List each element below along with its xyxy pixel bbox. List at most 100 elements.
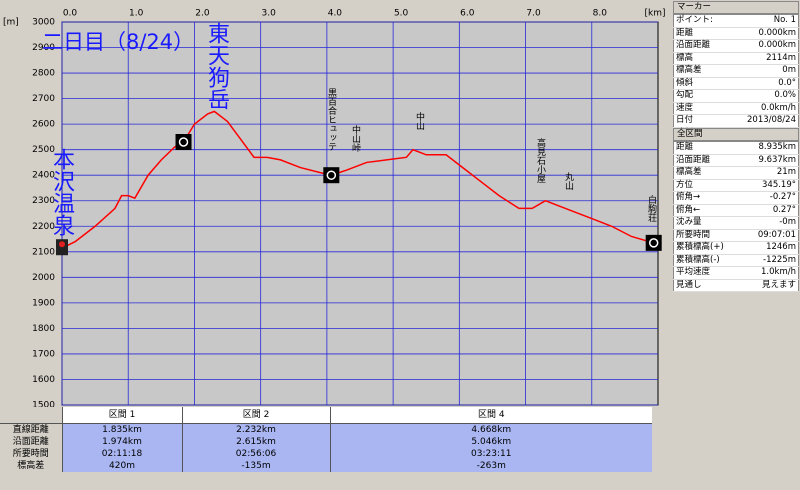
panel-row: 距離 0.000km	[673, 27, 799, 40]
panel-row: 累積標高(-) -1225m	[673, 254, 799, 267]
panel-value: 0.0%	[728, 89, 799, 103]
panel-value: 0.000km	[728, 39, 799, 53]
y-tick-label: 3000	[32, 18, 55, 28]
panel-row: 沿面距離 0.000km	[673, 39, 799, 53]
panel-label: 所要時間	[673, 229, 743, 242]
panel-row: 所要時間 09:07:01	[673, 229, 799, 242]
x-tick-label: 4.0	[328, 9, 343, 19]
place-label: 東天狗岳	[204, 22, 229, 110]
panel-label: 日付	[673, 114, 728, 128]
waypoint-marker	[323, 167, 340, 184]
panel-label: 俯角←	[673, 204, 743, 217]
x-tick-label: 3.0	[262, 9, 277, 19]
panel-value: 0m	[728, 64, 799, 78]
y-tick-label: 2400	[32, 171, 55, 181]
y-unit: [m]	[3, 18, 19, 28]
panel-row: 標高差 0m	[673, 64, 799, 78]
panel-label: 距離	[673, 141, 743, 155]
place-label: 本沢温泉	[49, 148, 74, 236]
section-value: 4.668km	[329, 423, 652, 436]
panel-value: 9.637km	[742, 154, 799, 167]
panel-row: 日付 2013/08/24	[673, 114, 799, 128]
x-tick-label: 1.0	[129, 9, 144, 19]
row-label: 標高差	[0, 460, 62, 472]
y-tick-label: 1900	[32, 298, 55, 308]
panel-label: 累積標高(-)	[673, 254, 743, 267]
section-value: 02:11:18	[61, 448, 182, 460]
panel-label: 沿面距離	[673, 39, 728, 53]
place-label: 高見石小屋	[535, 138, 545, 183]
place-label: 丸山	[563, 172, 573, 190]
header-row: 区間 1 区間 2 区間 4	[0, 407, 652, 424]
panel-label: 平均速度	[673, 266, 743, 280]
waypoint-box	[645, 234, 662, 251]
row-label: 直線距離	[0, 423, 62, 436]
section-row: 直線距離 1.835km 2.232km 4.668km	[0, 423, 652, 436]
place-label: 黒百合ヒュッテ	[326, 88, 336, 151]
panel-label: 傾斜	[673, 77, 728, 90]
waypoint-ring	[178, 137, 189, 147]
x-tick-label: 0.0	[63, 9, 78, 19]
waypoint-box	[323, 167, 340, 184]
section-value: 02:56:06	[181, 448, 330, 460]
plot-area	[61, 21, 659, 406]
panel-row: 見通し 見えます	[673, 279, 799, 292]
x-tick-label: 8.0	[593, 9, 608, 19]
panel-value: 21m	[742, 166, 799, 180]
x-tick-label: 6.0	[460, 9, 475, 19]
y-tick-label: 2100	[32, 247, 55, 257]
panel-value: No. 1	[728, 14, 799, 28]
panel-title: マーカー	[673, 1, 799, 14]
panel-value: 0.0°	[728, 77, 799, 90]
panel-value: -1225m	[742, 254, 799, 267]
panel-row: 沈み量 -0m	[673, 216, 799, 230]
y-tick-label: 1500	[32, 401, 55, 409]
section-header: 区間 4	[329, 407, 652, 424]
section-header: 区間 2	[181, 407, 330, 424]
waypoint-marker	[175, 134, 192, 151]
panel-label: 沈み量	[673, 216, 743, 230]
panel-row: 累積標高(+) 1246m	[673, 241, 799, 255]
panel-row: 距離 8.935km	[673, 141, 799, 155]
panel-value: 345.19°	[742, 179, 799, 192]
place-label: 中山峠	[350, 125, 360, 152]
panel-table: ポイント: No. 1 距離 0.000km 沿面距離 0.000km 標高 2114m 標高差…	[673, 14, 799, 140]
panel-row: 標高 2114m	[673, 52, 799, 65]
waypoint-ring	[326, 170, 337, 180]
panel-label: 方位	[673, 179, 743, 192]
panel-row: 方位 345.19°	[673, 179, 799, 192]
panel-value: 2013/08/24	[728, 114, 799, 128]
section-value: 5.046km	[329, 436, 652, 448]
section-value: 1.974km	[61, 436, 182, 448]
section-header: 区間 1	[61, 407, 182, 424]
y-tick-label: 1600	[32, 375, 55, 385]
x-tick-label: 2.0	[195, 9, 210, 19]
panel-label: 標高差	[673, 64, 728, 78]
section-value: 420m	[61, 460, 182, 472]
panel-row: 勾配 0.0%	[673, 89, 799, 103]
place-label: 白駒荘	[646, 195, 656, 222]
row-label: 所要時間	[0, 448, 62, 460]
panel-value: 0.0km/h	[728, 102, 799, 115]
panel-value: 見えます	[742, 279, 799, 292]
panel-row: 平均速度 1.0km/h	[673, 266, 799, 280]
section-value: -263m	[329, 460, 652, 472]
panel-value: 0.000km	[728, 27, 799, 40]
y-tick-label: 2800	[32, 69, 55, 79]
panel-label: 距離	[673, 27, 728, 40]
panel-label: ポイント:	[673, 14, 728, 28]
y-tick-label: 1700	[32, 349, 55, 359]
panel-label: 標高差	[673, 166, 743, 180]
x-tick-label: 5.0	[394, 9, 409, 19]
panel-title: 全区間	[673, 128, 799, 141]
profile-chart: [m] [km] 1500 1600 1700 1800 1900 2000 2100 220…	[3, 9, 666, 409]
x-unit: [km]	[644, 9, 665, 19]
section-value: -135m	[181, 460, 330, 472]
y-tick-label: 2200	[32, 222, 55, 232]
place-label: 中山	[414, 112, 424, 130]
waypoint-box	[175, 134, 192, 151]
section-value: 03:23:11	[329, 448, 652, 460]
panel-label: 見通し	[673, 279, 743, 292]
y-tick-label: 2300	[32, 196, 55, 206]
chart-title: 二日目（8/24）	[42, 30, 195, 54]
